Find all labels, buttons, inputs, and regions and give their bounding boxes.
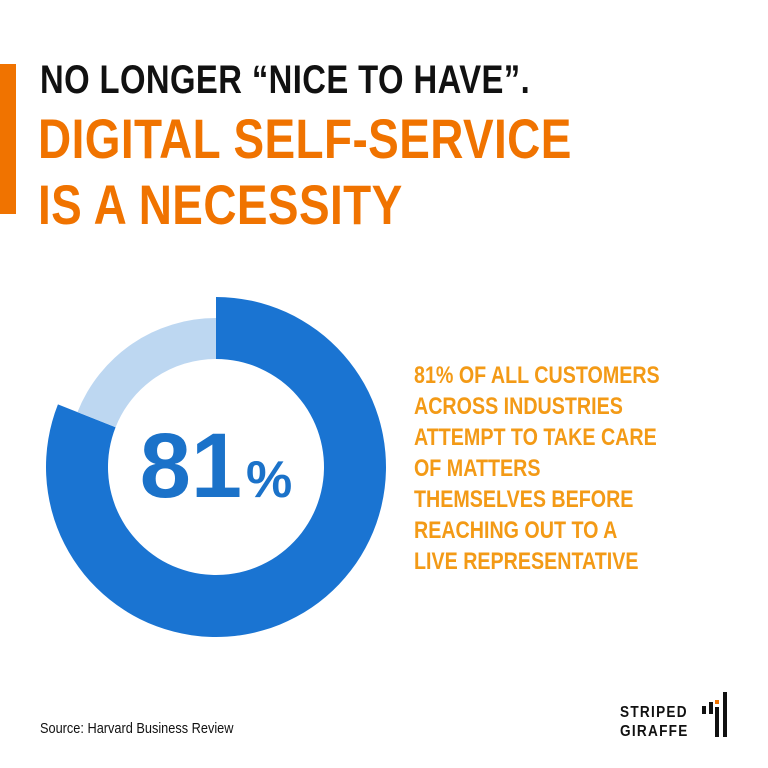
donut-chart: 81% [46,297,387,637]
description-line: THEMSELVES BEFORE [414,486,634,513]
center-label: 81% [140,415,293,517]
center-unit: % [246,451,292,509]
description-text: 81% OF ALL CUSTOMERS ACROSS INDUSTRIES A… [414,360,660,577]
description-line: 81% OF ALL CUSTOMERS [414,362,660,389]
brand-name: STRIPED GIRAFFE [620,703,689,741]
description-line: ACROSS INDUSTRIES [414,393,623,420]
brand-line-1: STRIPED [620,704,688,721]
donut-slice-remainder [77,318,216,428]
source-text: Source: Harvard Business Review [40,720,234,737]
description-line: REACHING OUT TO A [414,517,618,544]
headline-line-3: IS A NECESSITY [38,173,403,236]
center-value: 81 [140,415,242,517]
description-line: OF MATTERS [414,455,541,482]
striped-giraffe-logo-icon [702,692,727,737]
description-line: ATTEMPT TO TAKE CARE [414,424,657,451]
description-line: LIVE REPRESENTATIVE [414,548,639,575]
accent-bar [0,64,16,214]
headline-line-1: NO LONGER “NICE TO HAVE”. [40,58,531,102]
headline-line-2: DIGITAL SELF-SERVICE [38,107,572,170]
donut-slice-value [46,297,387,637]
brand-line-2: GIRAFFE [620,723,689,740]
